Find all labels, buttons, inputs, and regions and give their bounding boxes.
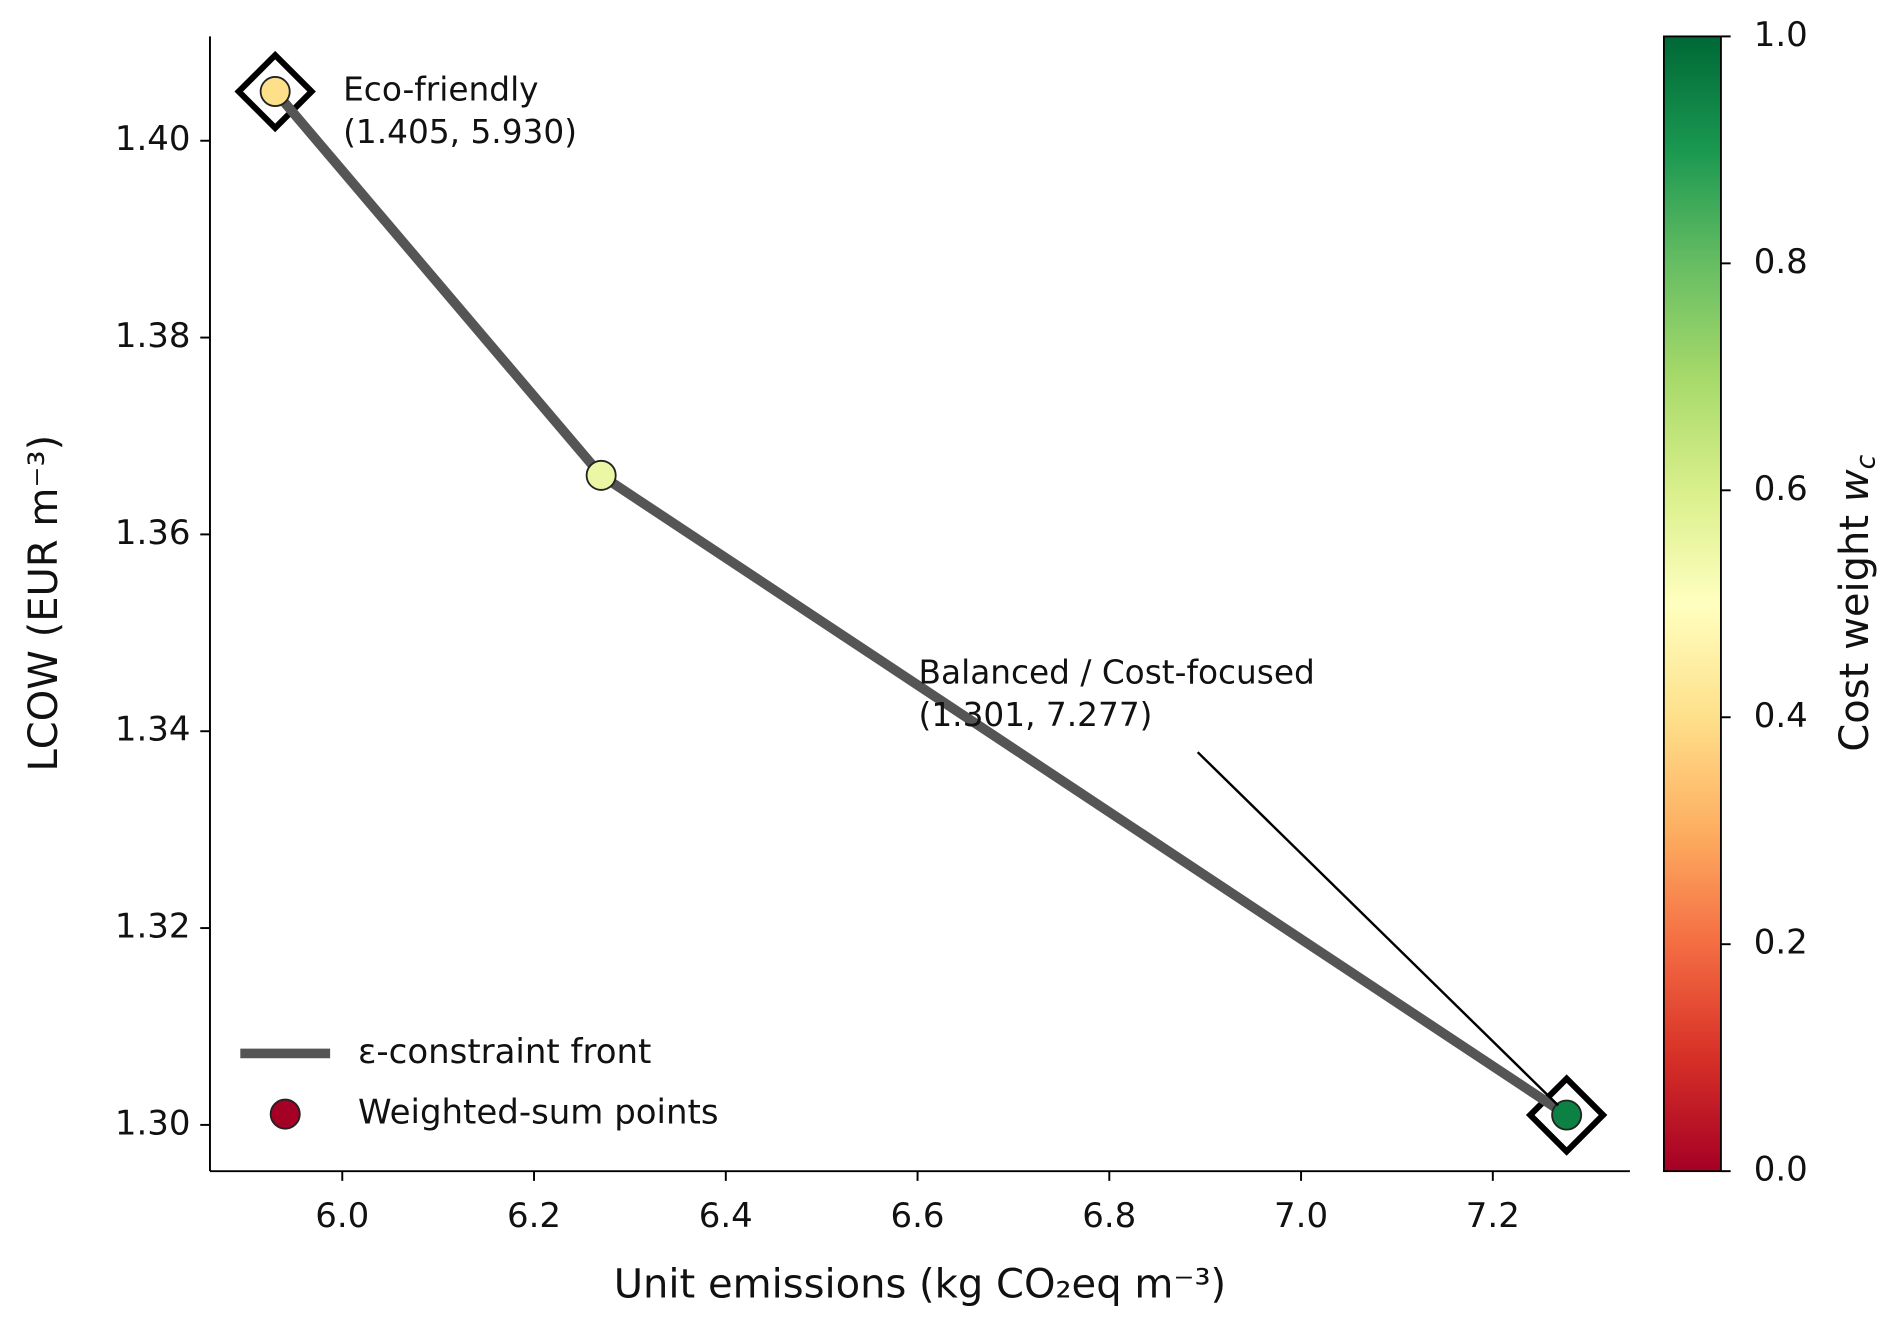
colorbar-tick-label: 0.6 <box>1754 469 1808 509</box>
x-axis-label: Unit emissions (kg CO₂eq m⁻³) <box>614 1261 1226 1307</box>
colorbar-tick-label: 0.0 <box>1754 1150 1808 1190</box>
y-tick-label: 1.32 <box>115 907 191 947</box>
x-tick-label: 7.0 <box>1274 1196 1328 1236</box>
legend-label: Weighted-sum points <box>358 1093 719 1133</box>
colorbar-tick-label: 0.2 <box>1754 923 1808 963</box>
colorbar-tick-label: 0.4 <box>1754 696 1808 736</box>
x-tick-label: 6.0 <box>315 1196 369 1236</box>
annotation-text: (1.301, 7.277) <box>919 696 1153 734</box>
colorbar-tick-label: 0.8 <box>1754 242 1808 282</box>
x-tick-label: 6.2 <box>507 1196 561 1236</box>
y-tick-label: 1.36 <box>115 513 191 553</box>
colorbar <box>1662 35 1722 1173</box>
legend-marker <box>269 1098 301 1130</box>
x-tick-label: 7.2 <box>1466 1196 1520 1236</box>
y-tick-label: 1.30 <box>115 1103 191 1143</box>
annotation-text: (1.405, 5.930) <box>343 113 577 151</box>
x-tick-label: 6.4 <box>699 1196 753 1236</box>
point <box>1551 1099 1583 1131</box>
y-tick-label: 1.34 <box>115 710 191 750</box>
legend-label: ε-constraint front <box>358 1032 651 1072</box>
y-tick-label: 1.40 <box>115 119 191 159</box>
y-axis-label: LCOW (EUR m⁻³) <box>21 435 67 772</box>
front-line <box>271 88 1570 1120</box>
annotation-arrow <box>1196 751 1559 1107</box>
x-tick-label: 6.8 <box>1082 1196 1136 1236</box>
colorbar-tick-label: 1.0 <box>1754 15 1808 55</box>
colorbar-label-subscript: c <box>1850 454 1881 469</box>
annotation-text: Balanced / Cost-focused <box>919 654 1315 692</box>
colorbar-label-text: Cost weight <box>1832 502 1878 752</box>
point <box>259 76 291 107</box>
annotation-text: Eco-friendly <box>343 71 538 109</box>
highlight-diamond <box>234 50 316 133</box>
colorbar-label: Cost weight wc <box>1832 454 1881 751</box>
y-tick-label: 1.38 <box>115 316 191 356</box>
x-tick-label: 6.6 <box>891 1196 945 1236</box>
colorbar-label-symbol: w <box>1832 469 1878 502</box>
point <box>585 459 617 491</box>
